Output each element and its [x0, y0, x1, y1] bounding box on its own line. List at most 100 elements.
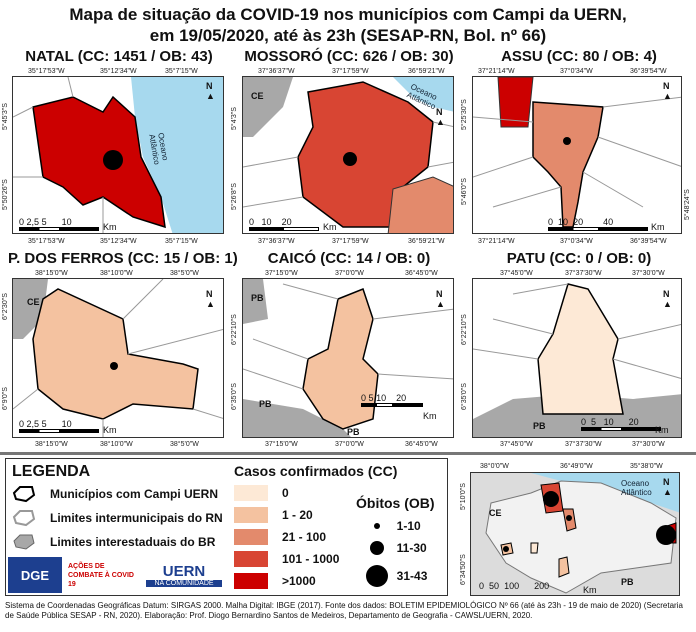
assu-map: [473, 77, 681, 233]
panel-natal[interactable]: Oceano Atlântico N ▲ 0 2,5 5 10 Km: [12, 76, 224, 234]
lon-label: 37°0'0"W: [335, 441, 364, 448]
patu-municipality: [537, 283, 624, 415]
lon-label: 37°0'34"W: [560, 238, 593, 245]
state-label-pb: PB: [533, 421, 546, 431]
lon-label: 36°59'21"W: [408, 238, 445, 245]
ce-state-area: [13, 279, 48, 339]
rn-state: [485, 480, 677, 594]
lon-label: 38°5'0"W: [170, 441, 199, 448]
cc-class-3: 101 - 1000: [234, 551, 339, 567]
lon-label: 37°36'37"W: [258, 68, 295, 75]
lat-label: 5°10'0"S: [460, 483, 467, 510]
lat-label: 6°35'0"S: [461, 383, 468, 410]
panel-caico[interactable]: PB PB PB N ▲ 0 5 10 20 Km: [242, 278, 454, 438]
lon-label: 35°12'34"W: [100, 68, 137, 75]
ocean-area: [131, 77, 223, 233]
lon-label: 38°0'0"W: [480, 463, 509, 470]
logos: DGE AÇÕES DE COMBATE À COVID 19 UERN NA …: [8, 555, 230, 595]
legend-title: LEGENDA: [12, 463, 91, 480]
lat-label: 5°26'8"S: [231, 183, 238, 210]
lat-label: 5°4'3"S: [231, 107, 238, 130]
lat-label: 5°46'0"S: [461, 178, 468, 205]
lon-label: 35°7'15"W: [165, 238, 198, 245]
swatch: [234, 507, 268, 523]
scale-unit: Km: [655, 425, 669, 435]
panel-title-mossoro: MOSSORÓ (CC: 626 / OB: 30): [244, 48, 454, 65]
ocean-area: [393, 77, 453, 112]
panel-assu[interactable]: N ▲ 0 10 20 40 Km: [472, 76, 682, 234]
panel-title-caico: CAICÓ (CC: 14 / OB: 0): [267, 250, 431, 267]
ce-state-area: [243, 77, 293, 137]
lon-label: 37°45'0"W: [500, 441, 533, 448]
lon-label: 36°39'54"W: [630, 68, 667, 75]
scale-bar: 0 2,5 5 10: [19, 217, 99, 231]
lon-label: 36°39'54"W: [630, 238, 667, 245]
scale-bar: 0 10 20: [249, 217, 319, 231]
intermunicipal-boundary-icon: [12, 510, 36, 527]
deaths-marker-small: [110, 362, 118, 370]
lon-label: 36°49'0"W: [560, 463, 593, 470]
cc-class-0: 0: [234, 485, 289, 501]
deaths-marker-small: [563, 137, 571, 145]
lon-label: 37°21'14"W: [478, 68, 515, 75]
lon-label: 36°45'0"W: [405, 441, 438, 448]
panel-patu[interactable]: PB N ▲ 0 5 10 20 Km: [472, 278, 682, 438]
lat-label: 5°25'30"S: [461, 99, 468, 130]
lon-label: 37°0'0"W: [335, 270, 364, 277]
overview-map-panel[interactable]: CE PB Oceano Atlântico N ▲ 0 50 100 200 K…: [470, 472, 680, 596]
lon-label: 37°30'0"W: [632, 441, 665, 448]
ob-class-2: 31-43: [364, 565, 427, 587]
north-arrow-icon: N ▲: [206, 289, 215, 309]
swatch: [234, 529, 268, 545]
lon-label: 35°7'15"W: [165, 68, 198, 75]
lon-label: 37°21'14"W: [478, 238, 515, 245]
map-title: Mapa de situação da COVID-19 nos municíp…: [0, 4, 696, 46]
panel-title-natal: NATAL (CC: 1451 / OB: 43): [25, 48, 213, 65]
lat-label: 6°9'0"S: [2, 387, 9, 410]
scale-bar: 0 10 20 40: [548, 217, 648, 231]
panel-mossoro[interactable]: CE Oceano Atlântico N ▲ 0 10 20 Km: [242, 76, 454, 234]
lon-label: 35°17'53"W: [28, 238, 65, 245]
pb-state-area: [473, 394, 681, 437]
panel-title-pau-dos-ferros: P. DOS FERROS (CC: 15 / OB: 1): [8, 250, 238, 267]
lon-label: 38°15'0"W: [35, 441, 68, 448]
ob-class-1: 11-30: [364, 541, 427, 555]
north-arrow-icon: N ▲: [663, 289, 672, 309]
lon-label: 38°15'0"W: [35, 270, 68, 277]
ocean-label: Oceano Atlântico: [621, 479, 652, 497]
patu-map: [473, 279, 681, 437]
scale-bar: 0 2,5 5 10: [19, 419, 99, 433]
overview-map: [471, 473, 679, 595]
interstate-boundary-icon: [13, 534, 35, 550]
swatch: [234, 551, 268, 567]
lon-label: 37°17'59"W: [332, 68, 369, 75]
lon-label: 35°17'53"W: [28, 68, 65, 75]
panel-pau-dos-ferros[interactable]: CE N ▲ 0 2,5 5 10 Km: [12, 278, 224, 438]
caico-municipality: [302, 288, 379, 430]
scale-unit: Km: [103, 222, 117, 232]
lon-label: 35°12'34"W: [100, 238, 137, 245]
state-label-ce: CE: [489, 508, 502, 518]
cc-class-1: 1 - 20: [234, 507, 313, 523]
scale-unit: Km: [423, 411, 437, 421]
north-arrow-icon: N ▲: [436, 107, 445, 127]
lon-label: 37°37'30"W: [565, 441, 602, 448]
dge-logo: DGE: [8, 557, 62, 593]
footer-source-note: Sistema de Coordenadas Geográficas Datum…: [5, 601, 683, 620]
lon-label: 38°5'0"W: [170, 270, 199, 277]
state-label-ce: CE: [27, 297, 40, 307]
swatch: [234, 573, 268, 589]
cc-class-2: 21 - 100: [234, 529, 326, 545]
scale-unit: Km: [103, 425, 117, 435]
swatch: [234, 485, 268, 501]
deaths-marker-large: [103, 150, 123, 170]
neighbor-high: [497, 77, 534, 128]
lon-label: 37°15'0"W: [265, 441, 298, 448]
lon-label: 37°17'59"W: [332, 238, 369, 245]
title-line-2: em 19/05/2020, até às 23h (SESAP-RN, Bol…: [149, 26, 547, 45]
lon-label: 36°59'21"W: [408, 68, 445, 75]
ocean-area: [531, 473, 679, 513]
legend-campus: Municípios com Campi UERN: [12, 485, 218, 503]
title-line-1: Mapa de situação da COVID-19 nos municíp…: [69, 5, 627, 24]
panel-title-patu: PATU (CC: 0 / OB: 0): [506, 250, 652, 267]
